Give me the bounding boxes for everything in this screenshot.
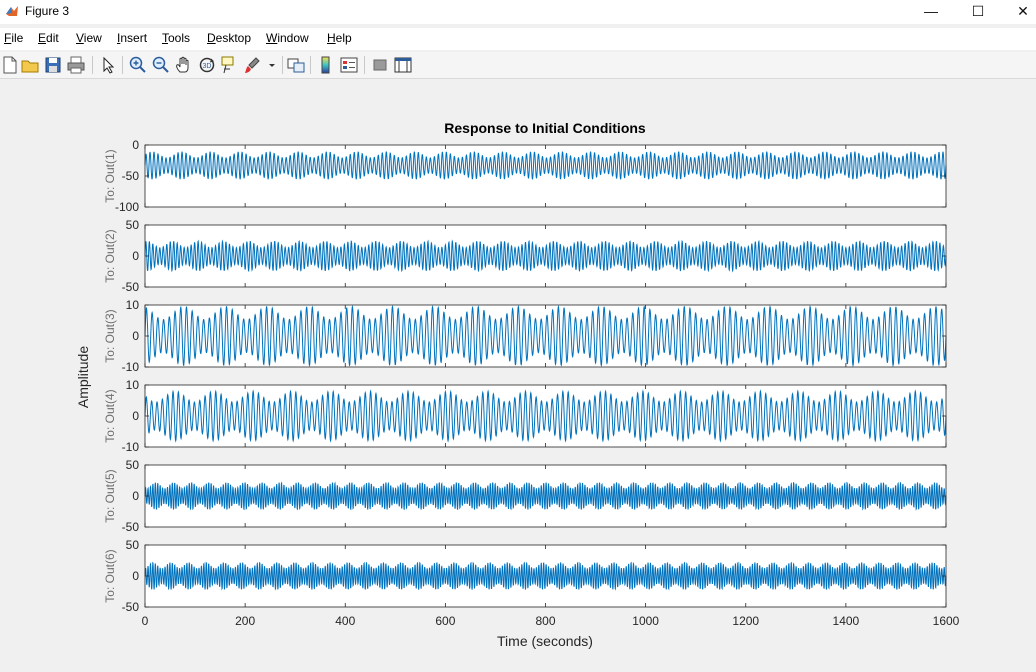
y-tick-label: 0 — [132, 329, 139, 343]
data-cursor-icon[interactable] — [220, 55, 240, 75]
window-titlebar: Figure 3 — ☐ ✕ — [0, 0, 1036, 24]
toolbar-separator — [364, 56, 365, 74]
x-tick-label: 1000 — [632, 614, 659, 628]
y-tick-label: 50 — [126, 218, 140, 232]
y-tick-label: 50 — [126, 538, 140, 552]
x-tick-label: 1400 — [833, 614, 860, 628]
x-tick-label: 1600 — [933, 614, 960, 628]
x-tick-label: 0 — [142, 614, 149, 628]
menu-file[interactable]: File — [4, 31, 24, 45]
open-file-icon[interactable] — [20, 55, 40, 75]
response-line-out-4 — [144, 389, 947, 443]
y-tick-label: -10 — [122, 360, 140, 374]
y-tick-label: 0 — [132, 138, 139, 152]
subplot-2[interactable]: 50 0 -50 To: Out(2) — [103, 218, 947, 294]
subplot-4[interactable]: 10 0 -10 To: Out(4) — [103, 378, 947, 454]
response-chart[interactable]: Response to Initial Conditions Amplitude… — [0, 79, 1036, 667]
brush-dropdown-icon[interactable] — [264, 55, 284, 75]
y-tick-label: 0 — [132, 489, 139, 503]
axes-background — [145, 145, 946, 207]
x-tick-label: 600 — [435, 614, 455, 628]
menu-help[interactable]: Help — [327, 31, 352, 45]
y-tick-label: -50 — [122, 169, 140, 183]
y-tick-label: 0 — [132, 409, 139, 423]
maximize-button[interactable]: ☐ — [971, 3, 985, 19]
rotate-3d-icon[interactable]: 3D — [197, 55, 217, 75]
subplot-3[interactable]: 10 0 -10 To: Out(3) — [103, 298, 947, 374]
subplot-output-label: To: Out(3) — [103, 309, 117, 362]
y-tick-label: 0 — [132, 249, 139, 263]
svg-text:3D: 3D — [203, 63, 212, 70]
print-icon[interactable] — [66, 55, 86, 75]
chart-title: Response to Initial Conditions — [444, 120, 646, 136]
save-icon[interactable] — [43, 55, 63, 75]
y-tick-label: 10 — [126, 298, 140, 312]
link-plot-icon[interactable] — [286, 55, 306, 75]
toolbar-separator — [310, 56, 311, 74]
y-tick-label: 0 — [132, 569, 139, 583]
menu-desktop[interactable]: Desktop — [207, 31, 252, 45]
menu-edit[interactable]: Edit — [38, 31, 59, 45]
menu-window[interactable]: Window — [266, 31, 309, 45]
menu-view[interactable]: View — [76, 31, 102, 45]
y-tick-label: 10 — [126, 378, 140, 392]
x-tick-label: 800 — [535, 614, 555, 628]
y-tick-label: -50 — [122, 280, 140, 294]
edit-plot-icon[interactable] — [98, 55, 118, 75]
zoom-in-icon[interactable] — [128, 55, 148, 75]
legend-icon[interactable] — [339, 55, 359, 75]
brush-icon[interactable] — [243, 55, 263, 75]
response-line-out-2 — [144, 239, 947, 273]
toolbar-separator — [92, 56, 93, 74]
y-tick-label: -50 — [122, 600, 140, 614]
x-tick-label: 1200 — [732, 614, 759, 628]
toolbar-separator — [282, 56, 283, 74]
window-title: Figure 3 — [25, 4, 70, 18]
chart-ylabel: Amplitude — [75, 346, 91, 408]
y-tick-label: -50 — [122, 520, 140, 534]
response-line-out-1 — [144, 151, 947, 180]
subplot-output-label: To: Out(5) — [103, 469, 117, 522]
x-tick-label: 400 — [335, 614, 355, 628]
close-button[interactable]: ✕ — [1017, 3, 1029, 19]
response-line-out-6 — [144, 561, 947, 591]
response-line-out-3 — [144, 304, 947, 368]
subplot-5[interactable]: 50 0 -50 To: Out(5) — [103, 458, 947, 534]
zoom-out-icon[interactable] — [151, 55, 171, 75]
matlab-logo-icon — [6, 6, 18, 16]
show-plot-tools-icon[interactable] — [393, 55, 413, 75]
colorbar-icon[interactable] — [316, 55, 336, 75]
y-tick-label: -10 — [122, 440, 140, 454]
menu-bar: File Edit View Insert Tools Desktop Wind… — [0, 28, 1036, 50]
new-figure-icon[interactable] — [0, 55, 20, 75]
subplot-output-label: To: Out(1) — [103, 149, 117, 202]
menu-insert[interactable]: Insert — [117, 31, 148, 45]
pan-icon[interactable] — [174, 55, 194, 75]
y-tick-label: -100 — [115, 200, 139, 214]
y-tick-label: 50 — [126, 458, 140, 472]
figure-canvas: Response to Initial Conditions Amplitude… — [0, 79, 1036, 667]
figure-toolbar: 3D — [0, 52, 1036, 79]
subplot-output-label: To: Out(2) — [103, 229, 117, 282]
subplot-6[interactable]: 50 0 -50 To: Out(6) — [103, 538, 947, 614]
hide-plot-tools-icon[interactable] — [370, 55, 390, 75]
chart-xlabel: Time (seconds) — [497, 633, 593, 649]
toolbar-separator — [122, 56, 123, 74]
x-tick-label: 200 — [235, 614, 255, 628]
menu-tools[interactable]: Tools — [162, 31, 191, 45]
subplot-output-label: To: Out(4) — [103, 389, 117, 442]
subplot-output-label: To: Out(6) — [103, 549, 117, 602]
response-line-out-5 — [144, 481, 947, 511]
minimize-button[interactable]: — — [924, 3, 938, 19]
